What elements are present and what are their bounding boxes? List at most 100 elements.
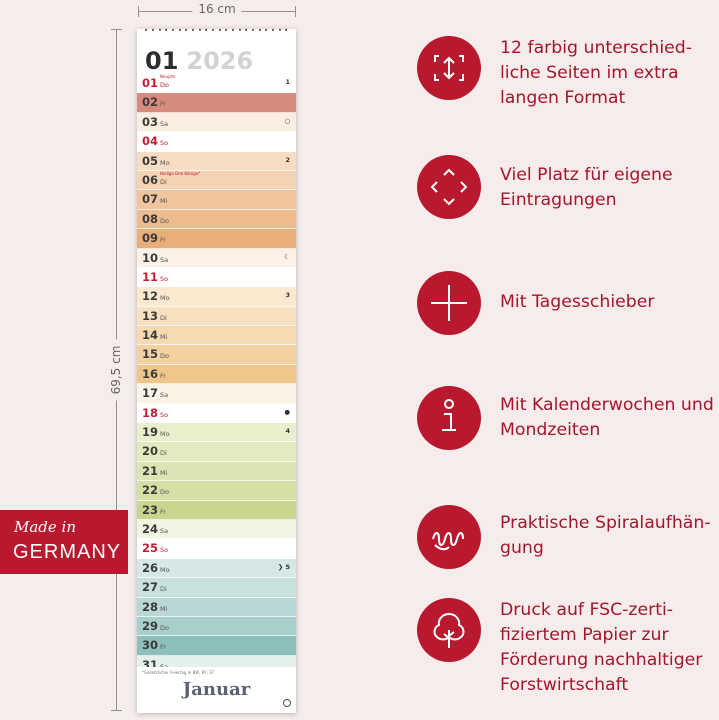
week-or-moon-mark: 1 [285,78,290,86]
week-or-moon-mark: ● [284,407,290,416]
weekday: Do [160,81,169,89]
day-row: 09 Fr [137,229,296,249]
weekday: Sa [160,663,168,671]
spiral-coil [278,29,281,31]
day-number: 19 [142,425,159,440]
day-number: 07 [142,192,159,207]
day-number: 29 [142,618,159,633]
calendar-preview: 01 2026 01 Do Neujahr 1 02 Fr 03 Sa ○ 04 So 05 Mo 2 06 D… [137,29,296,713]
spiral-coil [232,29,235,31]
resize-vertical-icon [417,36,481,100]
feature-list: 12 farbig unterschied-liche Seiten im ex… [417,0,719,720]
day-number: 13 [142,308,159,323]
spiral-coil [192,29,195,31]
feature-text-line: Mit Kalenderwochen und [500,395,714,415]
spiral-coil [285,29,288,31]
day-number: 23 [142,502,159,517]
weekday: Mi [160,604,168,613]
badge-line-2: GERMANY [13,541,122,563]
day-row: 28 Mi [137,597,296,617]
weekday: Sa [160,391,169,400]
day-row: 16 Fr [137,364,296,385]
feature-text: Viel Platz für eigene Eintragungen [500,163,673,213]
spiral-coil [165,29,168,31]
feature-text-line: Viel Platz für eigene [500,165,673,185]
day-number: 25 [142,541,159,556]
feature-text: Druck auf FSC-zerti-fiziertem Papier zur… [500,598,702,698]
spiral-coil [172,29,175,31]
day-number: 18 [142,405,159,420]
day-row: 30 Fr [137,636,296,656]
weekday: Fr [160,371,166,380]
calendar-footer: *Gesetzlicher Feiertag in BW, BY, ST Jan… [137,667,296,713]
weekday: Do [160,352,169,361]
day-row: 17 Sa [137,384,296,404]
day-row: 03 Sa ○ [137,112,296,133]
weekday: Do [160,623,169,632]
day-number: 27 [142,580,159,595]
spiral-coil [258,29,261,31]
year: 2026 [186,47,254,75]
day-number: 03 [142,114,159,129]
feature-text: Mit Kalenderwochen und Mondzeiten [500,393,714,443]
day-row: 07 Mi [137,190,296,210]
spiral-coil [212,29,215,31]
spiral-coil [205,29,208,31]
spiral-coil [272,29,275,31]
weekday: Di [160,585,167,594]
day-row: 23 Fr [137,500,296,520]
publisher-logo-icon [283,699,291,707]
spiral-coil [225,29,228,31]
weekday: Do [160,488,169,497]
feature-text: Praktische Spiralaufhän-gung [500,511,711,561]
day-row: 13 Di [137,306,296,327]
day-row: 25 So [137,539,296,559]
spiral-coil [185,29,188,31]
week-or-moon-mark: ○ [284,116,290,125]
feature-text-line: fiziertem Papier zur [500,625,669,645]
feature-text-line: Druck auf FSC-zerti- [500,600,674,620]
badge-line-1: Made in [14,518,77,536]
weekday: Mo [160,294,170,303]
day-number: 22 [142,483,159,498]
day-number: 11 [142,269,159,284]
feature-text-line: langen Format [500,88,626,108]
tree-icon [417,598,481,662]
day-number: 08 [142,211,159,226]
week-or-moon-mark: 3 [285,291,290,300]
feature-text-line: Eintragungen [500,190,617,210]
holiday-note: Heilige Drei Könige* [160,170,201,176]
day-row: 10 Sa ☾ [137,248,296,268]
week-or-moon-mark: 4 [285,427,290,436]
spiral-coil [245,29,248,31]
day-row: 26 Mo ❯ 5 [137,558,296,579]
week-or-moon-mark: ☾ [284,252,290,261]
day-row: 21 Mi [137,461,296,482]
weekday: Mo [160,430,170,439]
weekday: Fr [160,100,166,109]
width-dimension: 16 cm [138,2,296,18]
expand-arrows-icon [417,155,481,219]
info-icon [417,386,481,450]
spiral-binding-icon [417,505,481,569]
day-row: 11 So [137,267,296,288]
spiral-coil [178,29,181,31]
weekday: Sa [160,526,169,535]
day-row: 27 Di [137,578,296,598]
day-row: 08 Do [137,209,296,230]
weekday: So [160,274,169,283]
spiral-coil [152,29,154,31]
weekday: Mi [160,468,168,477]
spiral-binding [137,29,296,33]
weekday: Mo [160,158,170,167]
day-row: 20 Di [137,442,296,462]
feature-text-line: liche Seiten im extra [500,63,679,83]
weekday: So [160,410,169,419]
day-number: 16 [142,366,159,381]
feature-text-line: gung [500,538,544,558]
weekday: Di [160,177,167,186]
crosshair-icon [417,271,481,335]
day-number: 05 [142,153,159,168]
day-row: 29 Do [137,616,296,637]
spiral-coil [238,29,241,31]
